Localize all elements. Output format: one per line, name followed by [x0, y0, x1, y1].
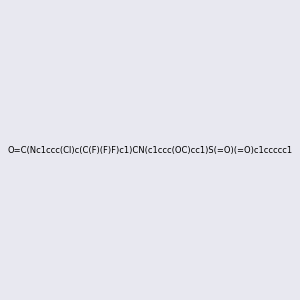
- Text: O=C(Nc1ccc(Cl)c(C(F)(F)F)c1)CN(c1ccc(OC)cc1)S(=O)(=O)c1ccccc1: O=C(Nc1ccc(Cl)c(C(F)(F)F)c1)CN(c1ccc(OC)…: [8, 146, 292, 154]
